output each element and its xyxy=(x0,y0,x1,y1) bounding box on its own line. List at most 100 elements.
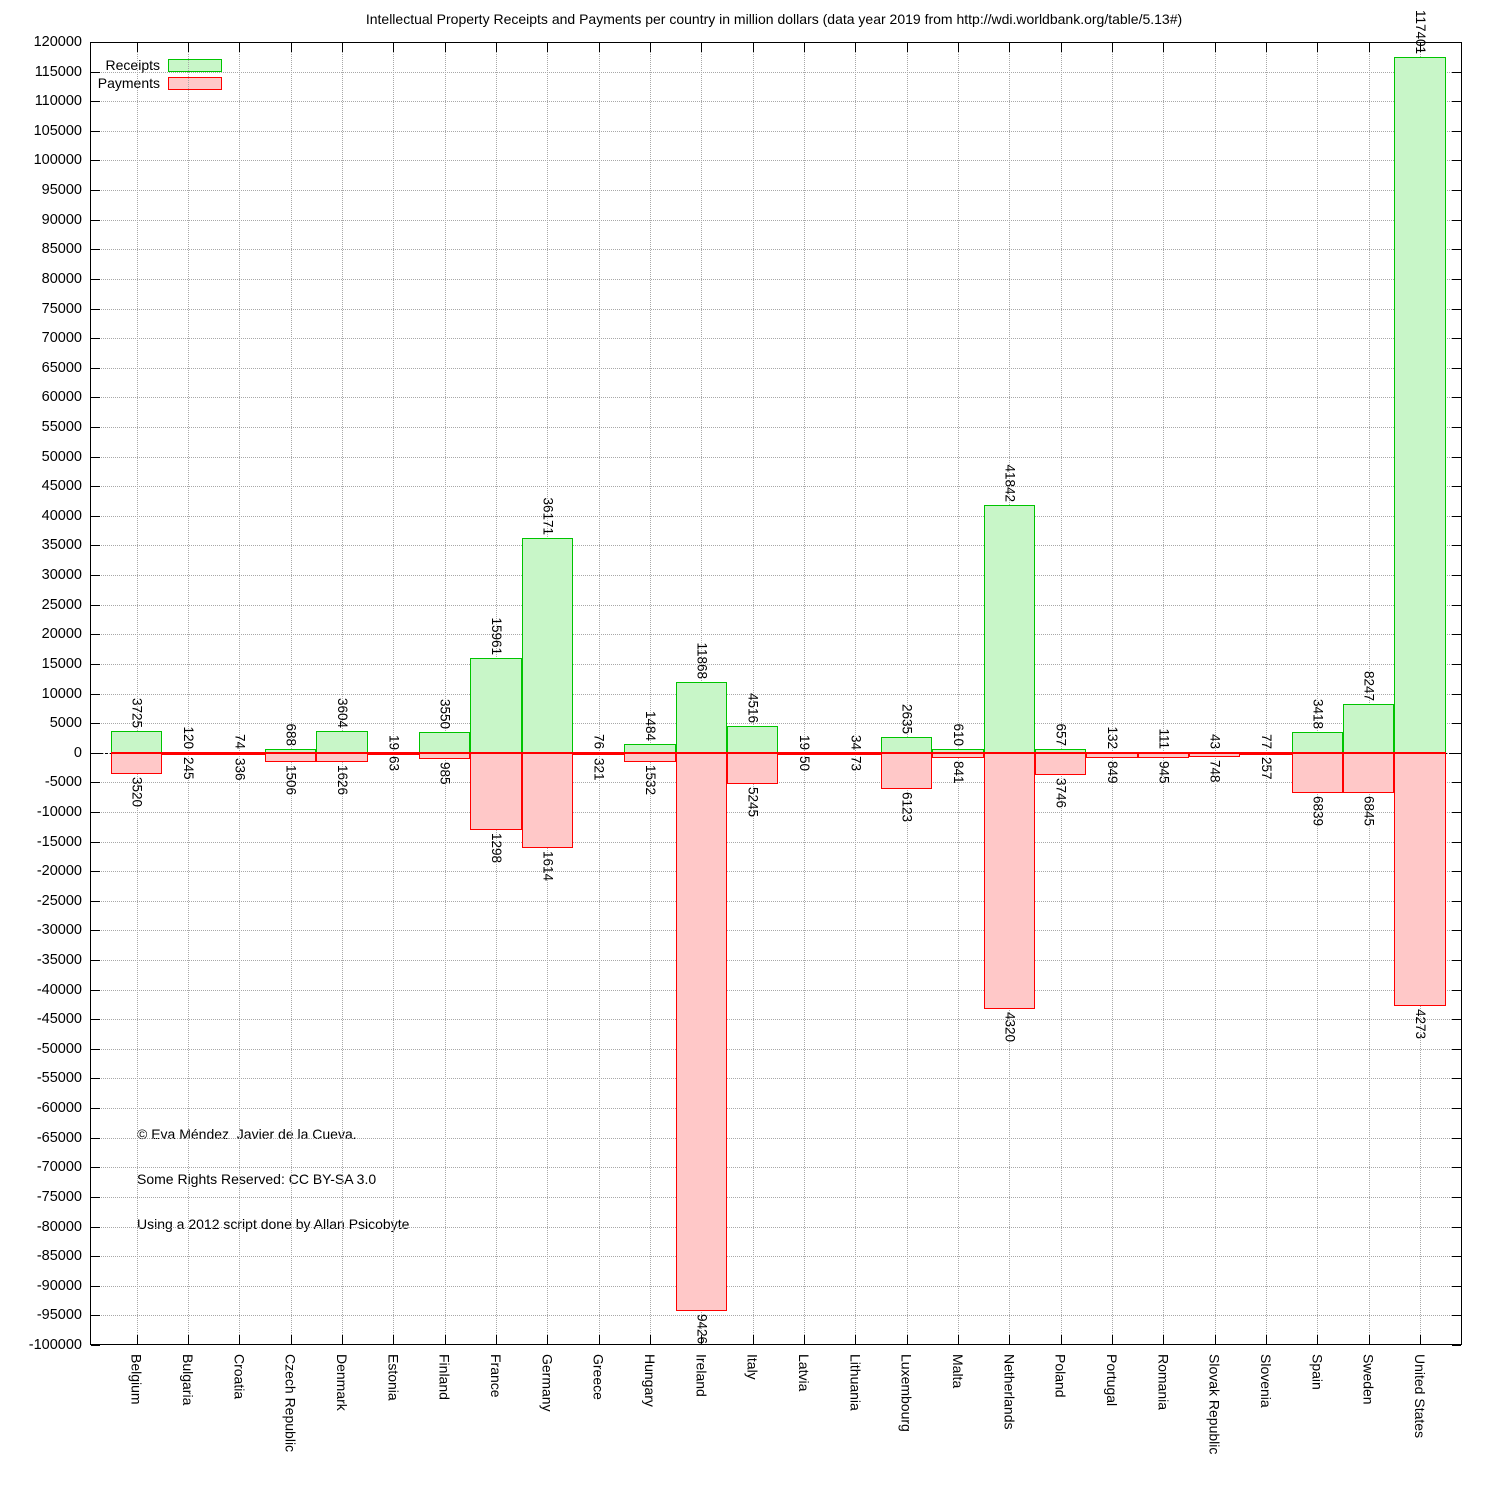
y-tick-label: 20000 xyxy=(41,626,82,643)
gridline-vertical xyxy=(342,42,344,1345)
y-tick-label: -95000 xyxy=(36,1307,82,1324)
y-tick-mark-right xyxy=(1452,604,1461,606)
x-tick-mark-top xyxy=(1419,43,1421,52)
y-tick-mark-right xyxy=(1452,515,1461,517)
x-tick-label: Lithuania xyxy=(847,1354,864,1411)
gridline-horizontal xyxy=(90,367,1462,369)
receipts-value-label: 19 xyxy=(386,734,402,750)
x-tick-label: Ireland xyxy=(693,1354,710,1397)
y-tick-mark-right xyxy=(1452,160,1461,162)
payments-value-label: 1506 xyxy=(283,764,299,795)
gridline-horizontal xyxy=(90,1196,1462,1198)
gridline-horizontal xyxy=(90,249,1462,251)
y-tick-label: -90000 xyxy=(36,1277,82,1294)
y-tick-mark-right xyxy=(1452,1256,1461,1258)
gridline-vertical xyxy=(1368,42,1370,1345)
zero-line xyxy=(111,751,1446,754)
y-tick-label: 105000 xyxy=(33,122,82,139)
y-tick-mark-left xyxy=(91,456,100,458)
x-tick-mark-top xyxy=(1265,43,1267,52)
y-tick-label: -60000 xyxy=(36,1100,82,1117)
x-tick-mark-bottom xyxy=(855,1335,857,1344)
receipts-value-label: 19 xyxy=(796,734,812,750)
payments-value-label: 63 xyxy=(386,756,402,772)
receipts-bar xyxy=(880,737,933,753)
y-tick-label: 110000 xyxy=(34,93,82,110)
y-tick-mark-right xyxy=(1452,871,1461,873)
payments-value-label: 985 xyxy=(437,761,453,785)
receipts-value-label: 610 xyxy=(950,723,966,747)
x-tick-label: Malta xyxy=(949,1354,966,1389)
gridline-horizontal xyxy=(90,960,1462,962)
y-tick-mark-left xyxy=(91,1019,100,1021)
payments-bar xyxy=(316,752,368,763)
x-tick-mark-bottom xyxy=(1368,1335,1370,1344)
y-tick-mark-left xyxy=(91,663,100,665)
y-tick-label: -5000 xyxy=(44,774,82,791)
payments-value-label: 321 xyxy=(591,757,607,781)
gridline-horizontal xyxy=(90,308,1462,310)
receipts-bar xyxy=(726,725,779,753)
gridline-horizontal xyxy=(90,486,1462,488)
x-tick-mark-top xyxy=(136,43,138,52)
payments-bar xyxy=(1291,752,1343,794)
receipts-bar xyxy=(419,731,471,753)
y-tick-label: 5000 xyxy=(49,715,82,732)
gridline-vertical xyxy=(393,42,395,1345)
y-tick-mark-right xyxy=(1452,249,1461,251)
y-tick-mark-right xyxy=(1452,1078,1461,1080)
y-tick-mark-right xyxy=(1452,1167,1461,1169)
receipts-bar xyxy=(1291,732,1343,753)
payments-bar xyxy=(1394,752,1446,1006)
x-tick-mark-top xyxy=(855,43,857,52)
x-tick-mark-top xyxy=(1009,43,1011,52)
y-tick-label: -15000 xyxy=(36,833,82,850)
y-tick-mark-right xyxy=(1452,456,1461,458)
gridline-vertical xyxy=(239,42,241,1345)
y-tick-mark-right xyxy=(1452,841,1461,843)
gridline-horizontal xyxy=(90,634,1462,636)
gridline-horizontal xyxy=(90,71,1462,73)
y-tick-mark-left xyxy=(91,101,100,103)
payments-value-label: 3520 xyxy=(129,776,145,807)
y-tick-mark-left xyxy=(91,693,100,695)
legend-receipts-label: Receipts xyxy=(105,57,160,73)
y-tick-mark-left xyxy=(91,1137,100,1139)
y-tick-label: 120000 xyxy=(33,34,82,50)
receipts-value-label: 657 xyxy=(1053,723,1069,746)
x-tick-mark-bottom xyxy=(1214,1335,1216,1344)
receipts-value-label: 77 xyxy=(1258,734,1274,750)
payments-value-label: 748 xyxy=(1207,760,1223,783)
y-tick-label: 40000 xyxy=(41,507,82,524)
y-tick-mark-right xyxy=(1452,308,1461,310)
y-tick-mark-left xyxy=(91,190,100,192)
y-tick-label: -40000 xyxy=(36,981,82,998)
legend-receipts-swatch xyxy=(168,59,222,72)
x-tick-mark-top xyxy=(1163,43,1165,52)
gridline-vertical xyxy=(136,42,138,1345)
y-tick-mark-left xyxy=(91,930,100,932)
y-tick-label: 100000 xyxy=(33,152,82,169)
receipts-value-label: 74 xyxy=(232,734,248,750)
gridline-vertical xyxy=(957,42,959,1345)
gridline-horizontal xyxy=(90,130,1462,132)
payments-value-label: 336 xyxy=(232,757,248,781)
payments-value-label: 1298 xyxy=(489,832,504,863)
receipts-bar xyxy=(1394,57,1446,753)
x-tick-mark-top xyxy=(188,43,190,52)
y-tick-label: 25000 xyxy=(41,596,82,613)
x-tick-mark-top xyxy=(650,43,651,52)
chart-title: Intellectual Property Receipts and Payme… xyxy=(365,11,1183,27)
x-tick-mark-top xyxy=(1214,43,1216,52)
payments-value-label: 50 xyxy=(796,756,812,772)
y-tick-label: -55000 xyxy=(36,1070,82,1087)
x-tick-label: Romania xyxy=(1155,1354,1172,1411)
gridline-vertical xyxy=(855,42,857,1345)
receipts-value-label: 111 xyxy=(1156,728,1172,750)
y-tick-mark-left xyxy=(91,219,100,221)
x-tick-mark-bottom xyxy=(701,1335,703,1344)
gridline-horizontal xyxy=(90,219,1462,221)
x-tick-mark-bottom xyxy=(342,1335,344,1344)
gridline-vertical xyxy=(906,42,908,1345)
y-tick-label: -20000 xyxy=(36,863,82,880)
